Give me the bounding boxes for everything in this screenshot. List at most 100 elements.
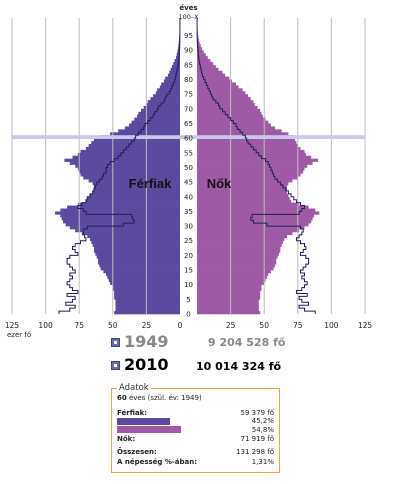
male-bar-age-69[interactable] [141, 108, 180, 113]
male-bar-age-40[interactable] [89, 193, 180, 198]
male-bar-age-21[interactable] [93, 249, 180, 253]
male-bar-age-15[interactable] [100, 267, 180, 271]
female-bar-age-24[interactable] [197, 240, 284, 244]
male-bar-age-63[interactable] [124, 126, 180, 130]
male-bar-age-28[interactable] [75, 229, 180, 233]
female-bar-age-51[interactable] [197, 161, 313, 165]
male-bar-age-68[interactable] [138, 111, 180, 116]
male-bar-age-30[interactable] [65, 223, 180, 227]
female-bar-age-1[interactable] [197, 308, 259, 312]
female-bar-age-39[interactable] [197, 196, 290, 201]
male-bar-age-38[interactable] [85, 199, 180, 203]
female-bar-age-8[interactable] [197, 287, 262, 291]
male-bar-age-12[interactable] [107, 275, 180, 280]
female-bar-age-53[interactable] [197, 155, 312, 159]
female-bar-age-56[interactable] [197, 146, 301, 151]
year-1949-label[interactable]: 1949 [124, 332, 169, 351]
male-bar-age-35[interactable] [60, 208, 180, 212]
female-bar-age-80[interactable] [197, 76, 230, 80]
male-bar-age-82[interactable] [169, 70, 180, 74]
female-bar-age-50[interactable] [197, 164, 308, 168]
male-bar-age-80[interactable] [165, 76, 180, 80]
female-bar-age-58[interactable] [197, 141, 297, 145]
male-bar-age-62[interactable] [118, 129, 180, 133]
female-bar-age-79[interactable] [197, 79, 232, 83]
female-bar-age-35[interactable] [197, 208, 316, 212]
female-bar-age-45[interactable] [197, 179, 293, 183]
female-bar-age-18[interactable] [197, 258, 277, 262]
male-bar-age-56[interactable] [85, 146, 180, 151]
male-bar-age-71[interactable] [146, 102, 180, 107]
male-bar-age-55[interactable] [80, 149, 180, 154]
male-bar-age-66[interactable] [134, 117, 180, 121]
female-bar-age-89[interactable] [197, 50, 204, 54]
female-bar-age-78[interactable] [197, 82, 236, 86]
female-bar-age-29[interactable] [197, 226, 305, 230]
female-bar-age-57[interactable] [197, 144, 298, 148]
female-bar-age-84[interactable] [197, 64, 216, 69]
male-bar-age-76[interactable] [157, 88, 180, 92]
female-bar-age-59[interactable] [197, 138, 296, 142]
female-bar-age-16[interactable] [197, 264, 275, 268]
female-bar-age-72[interactable] [197, 100, 254, 104]
male-bar-age-83[interactable] [170, 67, 180, 72]
male-bar-age-64[interactable] [128, 123, 180, 127]
female-bar-age-25[interactable] [197, 237, 285, 242]
female-bar-age-14[interactable] [197, 270, 271, 274]
female-bar-age-36[interactable] [197, 205, 309, 209]
male-bar-age-25[interactable] [89, 237, 180, 242]
male-bar-age-23[interactable] [92, 243, 180, 247]
male-bar-age-51[interactable] [69, 161, 180, 165]
male-bar-age-41[interactable] [92, 190, 180, 195]
female-bar-age-62[interactable] [197, 129, 282, 133]
female-bar-age-33[interactable] [197, 214, 314, 218]
male-bar-age-78[interactable] [161, 82, 180, 86]
male-bar-age-81[interactable] [167, 73, 180, 77]
male-bar-age-65[interactable] [131, 120, 180, 124]
male-bar-age-27[interactable] [81, 231, 180, 236]
female-bar-age-19[interactable] [197, 255, 278, 259]
female-bar-age-76[interactable] [197, 88, 243, 92]
male-bar-age-54[interactable] [77, 152, 180, 157]
male-bar-age-58[interactable] [91, 141, 180, 145]
male-bar-age-7[interactable] [114, 290, 180, 294]
female-bar-age-66[interactable] [197, 117, 266, 121]
male-bar-age-13[interactable] [106, 272, 180, 277]
female-bar-age-88[interactable] [197, 53, 206, 57]
male-bar-age-37[interactable] [77, 202, 180, 206]
female-bar-age-3[interactable] [197, 302, 259, 306]
male-bar-age-85[interactable] [173, 61, 180, 66]
male-bar-age-19[interactable] [96, 255, 180, 259]
male-bar-age-89[interactable] [177, 50, 180, 54]
male-bar-age-53[interactable] [72, 155, 180, 159]
female-bar-age-46[interactable] [197, 176, 298, 180]
male-bar-age-43[interactable] [93, 185, 180, 189]
female-bar-age-17[interactable] [197, 261, 277, 265]
female-bar-age-55[interactable] [197, 149, 305, 154]
male-bar-age-87[interactable] [175, 56, 180, 60]
female-bar-age-13[interactable] [197, 272, 269, 277]
female-bar-age-48[interactable] [197, 170, 304, 174]
female-bar-age-71[interactable] [197, 102, 255, 107]
selected-age-highlight[interactable] [12, 135, 365, 139]
female-bar-age-77[interactable] [197, 85, 239, 89]
male-bar-age-11[interactable] [108, 278, 180, 283]
female-bar-age-65[interactable] [197, 120, 269, 124]
male-bar-age-1[interactable] [115, 308, 180, 312]
male-bar-age-32[interactable] [61, 217, 181, 221]
female-bar-age-87[interactable] [197, 56, 208, 60]
male-bar-age-18[interactable] [98, 258, 180, 262]
year-2010-label[interactable]: 2010 [124, 355, 169, 374]
male-bar-age-84[interactable] [171, 64, 180, 69]
male-bar-age-79[interactable] [163, 79, 180, 83]
male-bar-age-46[interactable] [83, 176, 180, 180]
female-bar-age-91[interactable] [197, 44, 201, 48]
male-bar-age-39[interactable] [87, 196, 180, 201]
male-bar-age-33[interactable] [60, 214, 180, 218]
male-bar-age-50[interactable] [75, 164, 180, 168]
male-bar-age-3[interactable] [115, 302, 180, 306]
female-bar-age-73[interactable] [197, 97, 251, 101]
female-bar-age-28[interactable] [197, 229, 300, 233]
female-bar-age-21[interactable] [197, 249, 281, 253]
female-bar-age-2[interactable] [197, 305, 259, 309]
